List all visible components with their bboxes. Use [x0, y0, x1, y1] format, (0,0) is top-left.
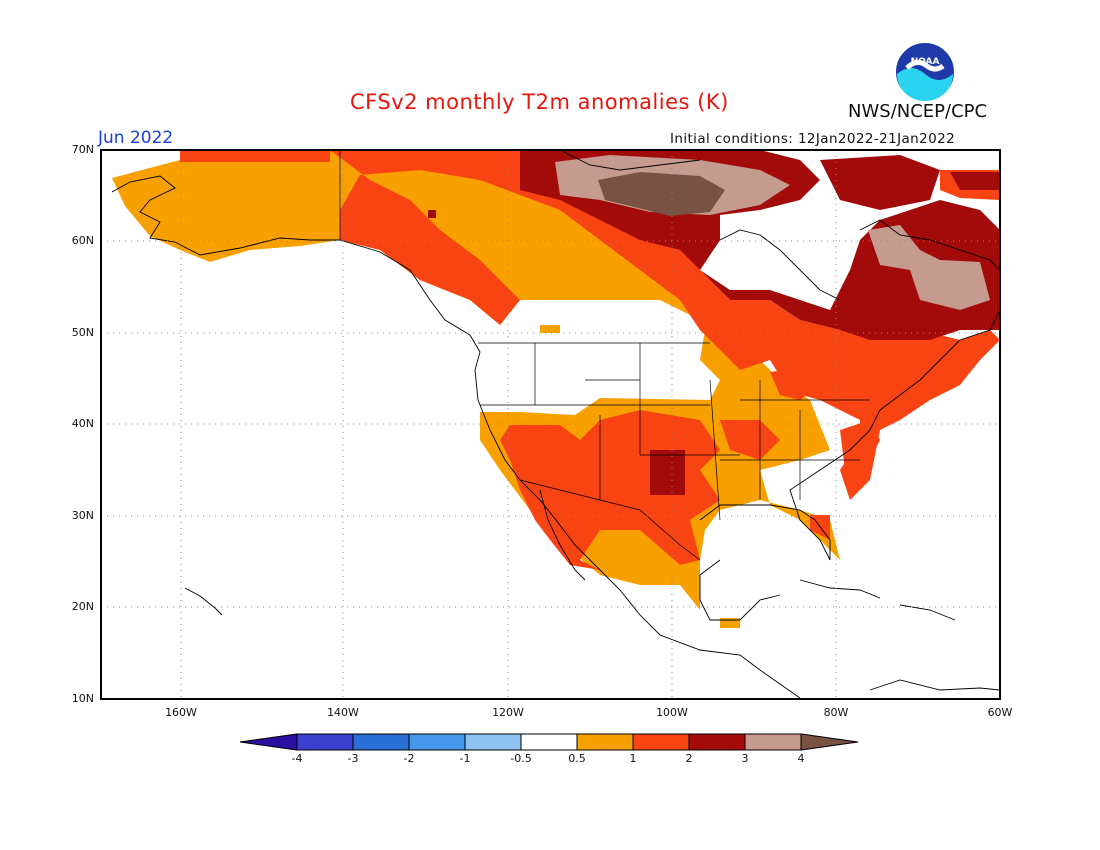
colorbar-tick-label: 1	[629, 752, 637, 765]
colorbar-box	[464, 733, 522, 751]
colorbar-extend-low	[239, 733, 298, 751]
coastlines	[111, 150, 1000, 699]
initial-conditions-label: Initial conditions: 12Jan2022-21Jan2022	[670, 131, 956, 147]
lat-label: 70N	[71, 143, 94, 156]
lat-label: 10N	[71, 692, 94, 705]
anomaly-fields	[111, 150, 1000, 699]
valid-month-label: Jun 2022	[98, 128, 174, 148]
lon-label: 120W	[492, 706, 524, 719]
lon-label: 140W	[327, 706, 359, 719]
lat-label: 60N	[71, 234, 94, 247]
colorbar-box	[688, 733, 746, 751]
anomaly-above-4	[598, 172, 725, 216]
colorbar-tick-label: 2	[685, 752, 693, 765]
lat-label: 30N	[71, 509, 94, 522]
noaa-logo: NOAA	[894, 41, 956, 103]
colorbar-box	[352, 733, 410, 751]
colorbar-tick-label: 0.5	[568, 752, 586, 765]
lon-label: 160W	[165, 706, 197, 719]
agency-label: NWS/NCEP/CPC	[848, 101, 988, 122]
colorbar-box	[632, 733, 690, 751]
lon-label: 80W	[823, 706, 849, 719]
colorbar-box	[408, 733, 466, 751]
colorbar-extend-high	[800, 733, 859, 751]
colorbar-tick-label: -0.5	[510, 752, 532, 765]
lat-label: 50N	[71, 326, 94, 339]
colorbar-tick-label: 4	[797, 752, 805, 765]
state-boundaries	[339, 150, 870, 561]
colorbar-tick-label: -4	[291, 752, 303, 765]
map-frame	[100, 149, 1001, 700]
noaa-logo-text: NOAA	[911, 57, 940, 67]
lon-label: 60W	[987, 706, 1013, 719]
lat-label: 20N	[71, 600, 94, 613]
colorbar-box	[296, 733, 354, 751]
lat-label: 40N	[71, 417, 94, 430]
colorbar-tick-label: -3	[347, 752, 359, 765]
lon-label: 100W	[656, 706, 688, 719]
colorbar-box	[576, 733, 634, 751]
colorbar-tick-label: 3	[741, 752, 749, 765]
colorbar-tick-label: -1	[459, 752, 471, 765]
colorbar-box	[744, 733, 802, 751]
chart-title: CFSv2 monthly T2m anomalies (K)	[350, 90, 729, 114]
colorbar-box	[520, 733, 578, 751]
colorbar-tick-label: -2	[403, 752, 415, 765]
